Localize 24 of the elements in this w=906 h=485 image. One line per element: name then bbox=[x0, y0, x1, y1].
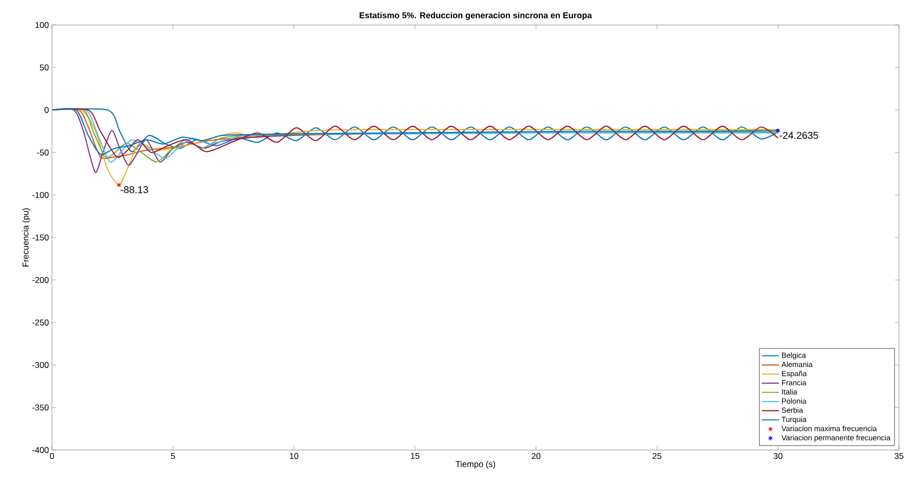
x-tick-label: 10 bbox=[290, 453, 298, 460]
x-tick-label: 0 bbox=[50, 453, 54, 460]
y-tick-label: -50 bbox=[37, 150, 49, 156]
annotation: -24.2635 bbox=[780, 132, 818, 139]
y-tick-label: -200 bbox=[32, 277, 49, 283]
y-tick-label: 100 bbox=[35, 22, 49, 28]
y-tick-label: -150 bbox=[32, 234, 49, 240]
y-tick-label: -100 bbox=[32, 192, 49, 198]
chart-title: Estatismo 5%. Reduccion generacion sincrona en Europa bbox=[360, 12, 592, 20]
x-tick-label: 5 bbox=[170, 453, 176, 459]
x-tick-label: 25 bbox=[652, 453, 662, 460]
y-tick-label: -250 bbox=[32, 320, 49, 326]
x-tick-label: 35 bbox=[894, 453, 904, 460]
y-tick-label: -400 bbox=[32, 447, 49, 453]
x-axis-title: Tiempo (s) bbox=[456, 460, 496, 469]
x-tick-label: 20 bbox=[532, 453, 540, 460]
y-tick-label: -350 bbox=[32, 404, 49, 410]
y-tick-label: 0 bbox=[44, 107, 49, 113]
y-tick-label: -300 bbox=[32, 362, 49, 368]
y-tick-label: 50 bbox=[40, 64, 49, 70]
annotation: -88.13 bbox=[120, 186, 148, 194]
x-tick-label: 15 bbox=[410, 453, 420, 459]
y-axis-title: Frecuencia (pu) bbox=[22, 208, 30, 266]
x-tick-label: 30 bbox=[774, 453, 782, 460]
